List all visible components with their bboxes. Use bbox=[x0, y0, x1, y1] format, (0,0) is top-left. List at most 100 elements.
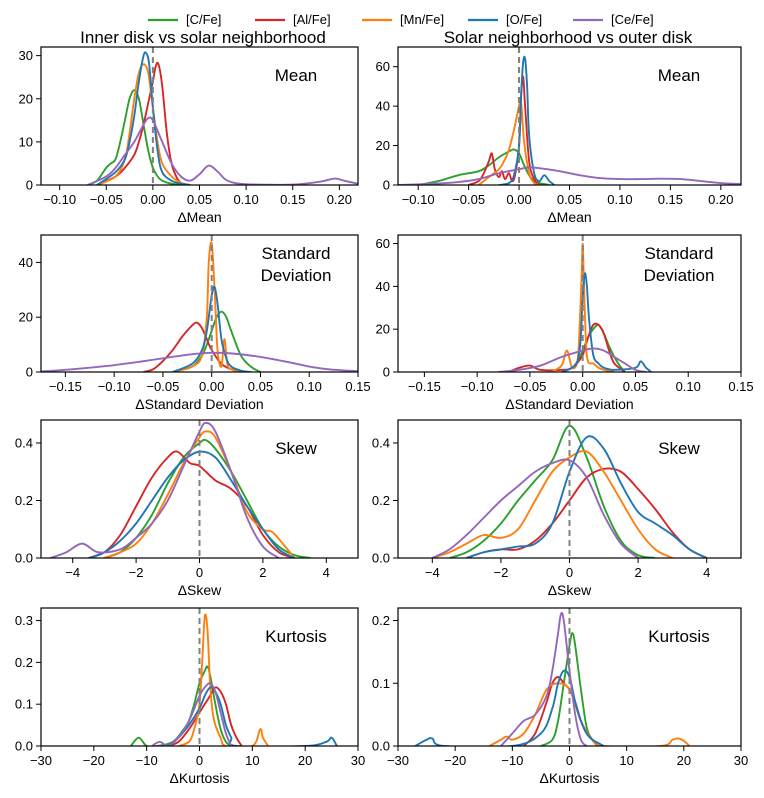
panel-skew-outer: −4 −2 0 2 4 0.0 0.2 0.4 ΔSkew Skew bbox=[372, 419, 742, 598]
y-tick-label: 40 bbox=[376, 279, 390, 294]
panel-label: Deviation bbox=[644, 266, 715, 285]
x-tick-label: 0.00 bbox=[570, 379, 595, 394]
x-tick-label: 0.00 bbox=[140, 192, 165, 207]
column-title-right: Solar neighborhood vs outer disk bbox=[444, 28, 693, 47]
series-line-ofe bbox=[88, 450, 296, 558]
y-tick-label: 60 bbox=[376, 59, 390, 74]
x-tick-label: 0.15 bbox=[345, 379, 370, 394]
series-line-cefe bbox=[398, 166, 741, 185]
column-title-left: Inner disk vs solar neighborhood bbox=[80, 28, 326, 47]
x-tick-label: 0.15 bbox=[280, 192, 305, 207]
y-tick-label: 20 bbox=[376, 322, 390, 337]
x-tick-label: −0.15 bbox=[408, 379, 441, 394]
series-group bbox=[130, 613, 338, 746]
series-line-cfe bbox=[87, 89, 181, 185]
series-group bbox=[50, 421, 311, 558]
series-line-mnfe bbox=[104, 430, 296, 558]
y-tick-label: 0 bbox=[383, 178, 390, 193]
x-tick-label: −2 bbox=[493, 565, 508, 580]
plot-frame bbox=[397, 234, 742, 373]
series-line-ofe bbox=[561, 272, 652, 372]
series-line-ofe bbox=[466, 435, 708, 558]
series-line-cefe bbox=[431, 458, 639, 558]
panel-kurt-outer: −30 −20 −10 0 10 20 30 0.0 0.1 0.2 ΔKurtosis Kurtos… bbox=[372, 607, 748, 786]
series-group bbox=[41, 241, 358, 372]
panel-label: Skew bbox=[275, 439, 317, 458]
y-tick-label: 0 bbox=[26, 365, 33, 380]
series-line-alfe bbox=[88, 450, 295, 558]
series-line-cefe bbox=[50, 421, 280, 558]
series-group bbox=[87, 51, 358, 185]
y-tick-label: 40 bbox=[376, 99, 390, 114]
series-line-mnfe bbox=[431, 450, 673, 558]
x-tick-label: −0.05 bbox=[452, 192, 485, 207]
y-tick-label: 0.2 bbox=[15, 655, 33, 670]
legend-label-alfe: [Al/Fe] bbox=[293, 12, 331, 27]
panel-label: Mean bbox=[658, 66, 701, 85]
x-tick-label: 0.05 bbox=[623, 379, 648, 394]
x-tick-label: 10 bbox=[245, 753, 259, 768]
y-tick-label: 40 bbox=[19, 255, 33, 270]
panel-kurt-inner: −30 −20 −10 0 10 20 30 0.0 0.1 0.2 0.3 ΔKurtosis Kur… bbox=[15, 607, 365, 786]
x-tick-label: 0 bbox=[566, 565, 573, 580]
y-tick-label: 20 bbox=[376, 138, 390, 153]
series-line-cfe bbox=[417, 148, 550, 185]
x-tick-label: 0.10 bbox=[297, 379, 322, 394]
series-group bbox=[431, 424, 708, 558]
y-tick-label: 30 bbox=[19, 48, 33, 63]
legend-label-mnfe: [Mn/Fe] bbox=[400, 12, 444, 27]
x-tick-label: −10 bbox=[136, 753, 158, 768]
x-tick-label: −20 bbox=[83, 753, 105, 768]
x-axis-label: ΔStandard Deviation bbox=[505, 396, 633, 412]
panel-label: Deviation bbox=[261, 266, 332, 285]
x-tick-label: 2 bbox=[259, 565, 266, 580]
panel-mean-outer: −0.10 −0.05 0.00 0.05 0.10 0.15 0.20 0 20 40 60 ΔMe… bbox=[376, 46, 742, 225]
series-line-ofe bbox=[172, 285, 251, 372]
x-tick-label: 4 bbox=[323, 565, 330, 580]
x-tick-label: 0.05 bbox=[248, 379, 273, 394]
panel-label: Mean bbox=[275, 66, 318, 85]
y-tick-label: 0.3 bbox=[15, 613, 33, 628]
x-tick-label: 0.05 bbox=[557, 192, 582, 207]
series-line-cefe bbox=[498, 347, 647, 372]
y-tick-label: 0.0 bbox=[372, 551, 390, 566]
x-tick-label: 0.00 bbox=[199, 379, 224, 394]
y-tick-label: 0.0 bbox=[15, 739, 33, 754]
y-tick-label: 0 bbox=[383, 365, 390, 380]
x-tick-label: 30 bbox=[351, 753, 365, 768]
x-tick-label: −0.05 bbox=[146, 379, 179, 394]
x-axis-label: ΔKurtosis bbox=[540, 770, 600, 786]
x-tick-label: 20 bbox=[298, 753, 312, 768]
panel-label: Standard bbox=[262, 244, 331, 263]
series-line-ofe bbox=[498, 55, 555, 185]
x-tick-label: −30 bbox=[30, 753, 52, 768]
x-axis-label: ΔSkew bbox=[548, 582, 592, 598]
panel-std-outer: −0.15 −0.10 −0.05 0.00 0.05 0.10 0.15 0 20 40 60 ΔS… bbox=[376, 234, 754, 412]
series-line-alfe bbox=[466, 467, 708, 558]
legend-label-cefe: [Ce/Fe] bbox=[611, 12, 654, 27]
x-tick-label: 0.15 bbox=[658, 192, 683, 207]
panel-label: Standard bbox=[645, 244, 714, 263]
y-tick-label: 20 bbox=[19, 91, 33, 106]
x-axis-label: ΔMean bbox=[177, 209, 221, 225]
y-tick-label: 0.4 bbox=[372, 436, 390, 451]
x-axis-label: ΔKurtosis bbox=[170, 770, 230, 786]
y-tick-label: 0.0 bbox=[372, 739, 390, 754]
legend: [C/Fe] [Al/Fe] [Mn/Fe] [O/Fe] [Ce/Fe] bbox=[148, 12, 654, 27]
series-line-cefe bbox=[41, 351, 358, 372]
legend-label-ofe: [O/Fe] bbox=[506, 12, 542, 27]
series-line-cefe bbox=[151, 682, 233, 746]
y-tick-label: 0.2 bbox=[15, 493, 33, 508]
panel-skew-inner: −4 −2 0 2 4 0.0 0.2 0.4 ΔSkew Skew bbox=[15, 419, 359, 598]
x-tick-label: −0.15 bbox=[49, 379, 82, 394]
series-line-cfe bbox=[449, 424, 656, 558]
x-tick-label: 2 bbox=[634, 565, 641, 580]
series-line-ofe bbox=[167, 686, 338, 746]
panel-label: Kurtosis bbox=[265, 627, 326, 646]
x-axis-label: ΔStandard Deviation bbox=[135, 396, 263, 412]
y-tick-label: 0.0 bbox=[15, 551, 33, 566]
x-tick-label: −10 bbox=[501, 753, 523, 768]
series-line-mnfe bbox=[178, 613, 269, 746]
y-tick-label: 0.1 bbox=[15, 697, 33, 712]
x-axis-label: ΔSkew bbox=[178, 582, 222, 598]
